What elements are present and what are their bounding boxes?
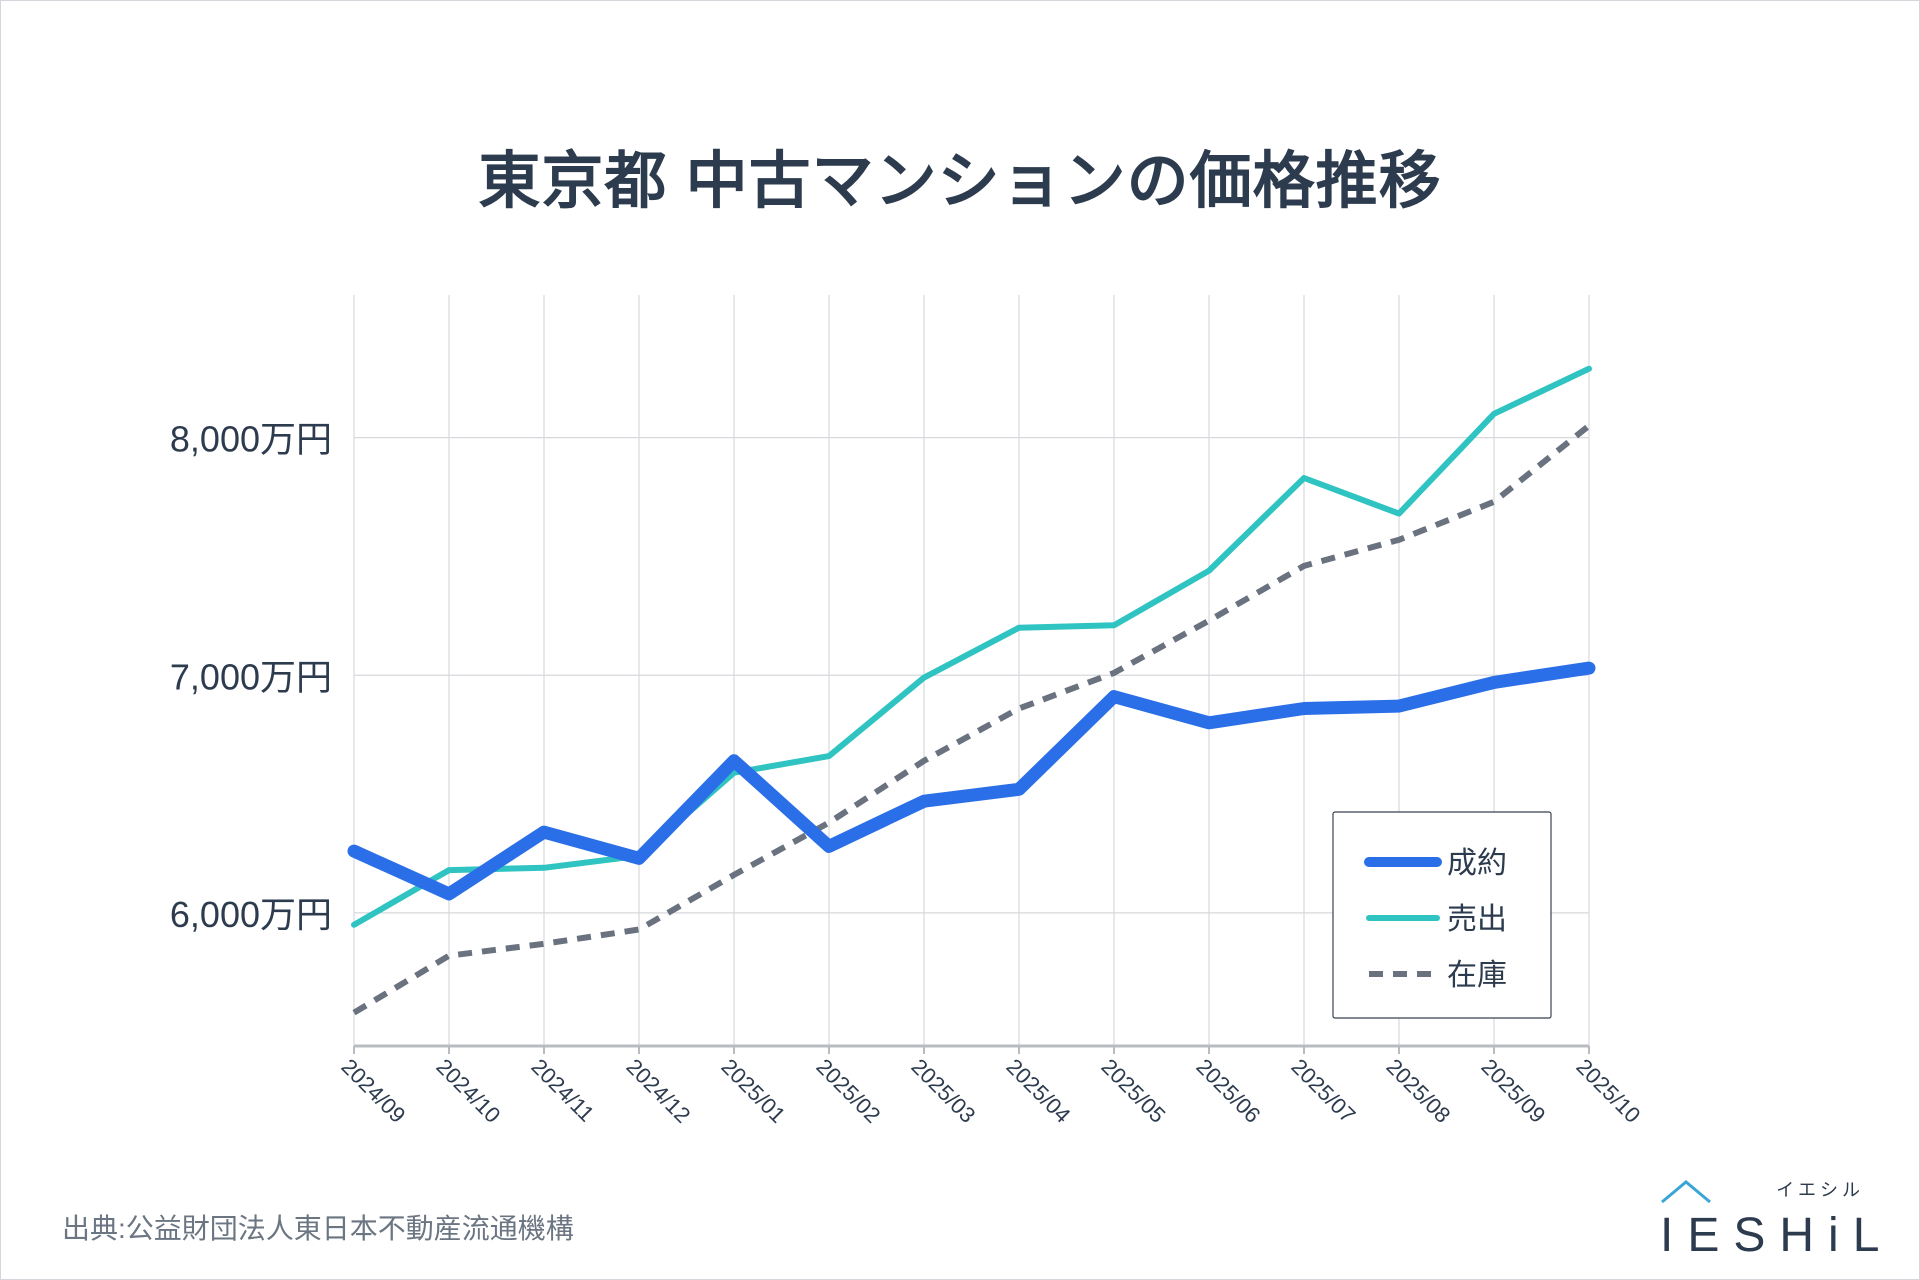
legend-label: 成約 (1447, 847, 1507, 880)
x-tick-label: 2025/09 (1476, 1054, 1550, 1128)
x-tick-label: 2025/07 (1286, 1054, 1360, 1128)
source-note: 出典:公益財団法人東日本不動産流通機構 (62, 1213, 574, 1244)
y-tick-label: 6,000万円 (170, 894, 332, 935)
x-tick-label: 2025/04 (1001, 1054, 1075, 1128)
y-tick-label: 8,000万円 (170, 419, 332, 460)
legend-label: 売出 (1447, 903, 1507, 936)
x-tick-label: 2024/10 (431, 1054, 505, 1128)
chart-title: 東京都 中古マンションの価格推移 (478, 147, 1442, 216)
house-roof-icon (1661, 1180, 1711, 1204)
series-line-成約 (347, 661, 1596, 901)
legend-label: 在庫 (1447, 959, 1507, 992)
series-line-売出 (351, 365, 1592, 928)
ieshil-logo: イエシル IESHiL (1650, 1172, 1879, 1262)
x-tick-label: 2025/02 (811, 1054, 885, 1128)
x-tick-label: 2025/03 (906, 1054, 980, 1128)
x-tick-label: 2025/01 (716, 1054, 790, 1128)
legend-box (1332, 811, 1552, 1019)
x-tick-label: 2024/11 (526, 1054, 599, 1127)
y-tick-label: 7,000万円 (170, 656, 332, 697)
x-tick-label: 2024/12 (621, 1054, 695, 1128)
x-tick-label: 2025/10 (1571, 1054, 1645, 1128)
logo-kana: イエシル (1776, 1180, 1864, 1200)
series-line-在庫 (352, 423, 1591, 1016)
x-tick-label: 2024/09 (336, 1054, 410, 1128)
x-tick-label: 2025/05 (1096, 1054, 1170, 1128)
x-tick-label: 2025/08 (1381, 1054, 1455, 1128)
logo-wordmark: IESHiL (1660, 1209, 1894, 1262)
x-tick-label: 2025/06 (1191, 1054, 1265, 1128)
